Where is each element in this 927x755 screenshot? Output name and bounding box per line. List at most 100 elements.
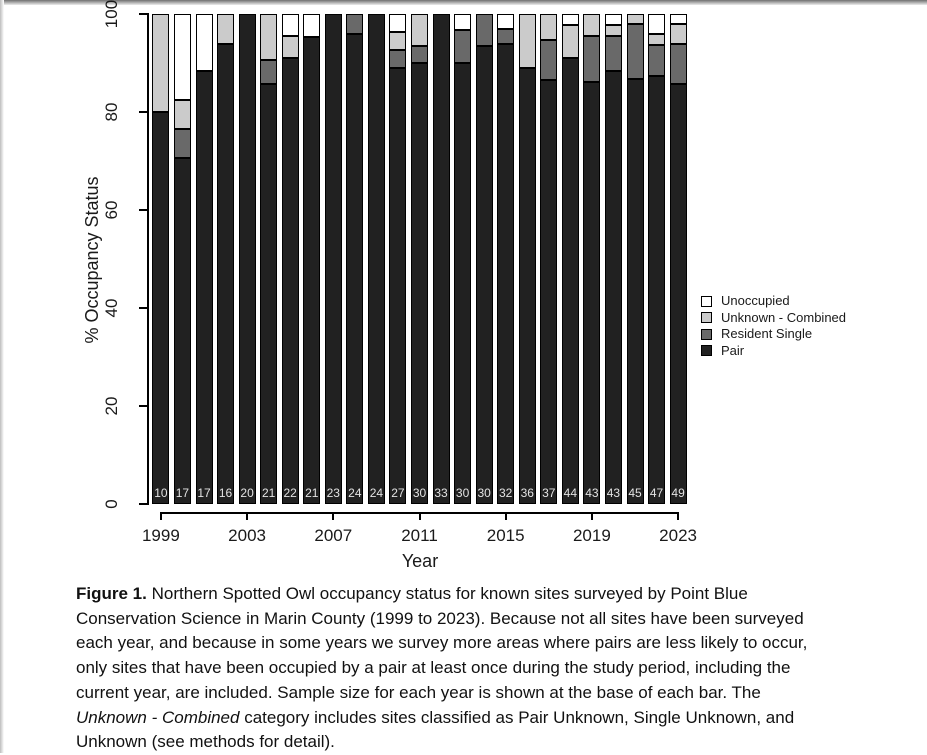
bar-segment-2020-resident-single: [604, 36, 622, 71]
sample-size-label-2003: 20: [240, 486, 254, 500]
legend-item-unknown-combined: Unknown - Combined: [701, 309, 847, 325]
bar-segment-2000-unoccupied: [173, 13, 191, 101]
sample-size-label-1999: 10: [154, 486, 168, 500]
x-tick-2011: [418, 512, 421, 520]
sample-size-label-2008: 24: [348, 486, 362, 500]
sample-size-label-2013: 30: [455, 486, 470, 500]
legend-swatch-unoccupied: [701, 295, 712, 307]
sample-size-label-2001: 17: [197, 486, 211, 500]
sample-size-label-2000: 17: [175, 486, 190, 500]
bar-segment-2017-unknown-combined: [540, 13, 558, 40]
y-tick-0: [139, 503, 147, 505]
bar-segment-2022-unknown-combined: [648, 34, 666, 45]
bar-segment-2015-resident-single: [497, 28, 515, 45]
x-tick-2007: [332, 512, 335, 520]
caption-line-5: current year, are included. Sample size …: [76, 681, 921, 706]
legend-label-pair: Pair: [721, 342, 745, 358]
x-tick-2023: [677, 512, 680, 520]
sample-size-label-2018: 44: [563, 486, 578, 500]
bar-segment-2017-resident-single: [540, 40, 558, 80]
bar-segment-2008-pair: [346, 33, 364, 504]
bar-segment-2011-resident-single: [411, 46, 428, 63]
bar-segment-2013-unoccupied: [454, 13, 472, 30]
bar-segment-2022-pair: [648, 76, 666, 504]
x-tick-2019: [590, 512, 593, 520]
caption-text-italic: Unknown - Combined: [76, 707, 240, 727]
bar-segment-2013-pair: [454, 62, 472, 504]
bar-segment-2007-pair: [324, 13, 342, 504]
bar-segment-2023-resident-single: [669, 43, 687, 84]
x-axis-title: Year: [401, 551, 439, 571]
x-tick-label-2019: 2019: [572, 526, 611, 545]
y-tick-100: [139, 12, 147, 15]
sample-size-label-2017: 37: [542, 486, 556, 500]
bar-segment-2016-pair: [518, 68, 536, 504]
caption-text-normal: Conservation Science in Marin County (19…: [76, 608, 804, 628]
caption-text-normal: current year, are included. Sample size …: [76, 682, 761, 702]
bar-segment-2005-unoccupied: [281, 13, 299, 36]
caption-text-normal: each year, and because in some years we …: [76, 633, 808, 653]
bar-segment-2020-unknown-combined: [604, 24, 622, 37]
legend: Unoccupied Unknown - Combined Resident Sin…: [701, 293, 847, 361]
bar-segment-2011-pair: [411, 62, 428, 504]
y-tick-label-80: 80: [102, 102, 121, 122]
bar-segment-2000-unknown-combined: [173, 100, 191, 129]
legend-item-pair: Pair: [701, 342, 846, 358]
bar-segment-2023-unknown-combined: [669, 23, 687, 44]
caption-line-3: each year, and because in some years we …: [76, 631, 921, 656]
bar-segment-2006-unoccupied: [303, 13, 321, 37]
sample-size-label-2010: 27: [391, 486, 405, 500]
bar-segment-2020-unoccupied: [604, 13, 622, 25]
bar-segment-2022-resident-single: [648, 44, 666, 77]
legend-swatch-unknown-combined: [701, 312, 712, 323]
y-tick-label-100: 100: [102, 0, 121, 28]
bar-segment-2010-resident-single: [389, 49, 407, 68]
sample-size-label-2015: 32: [499, 486, 513, 500]
bar-segment-2021-pair: [626, 78, 644, 504]
sample-size-label-2005: 22: [283, 486, 297, 500]
sample-size-label-2022: 47: [649, 486, 664, 500]
y-tick-label-60: 60: [102, 200, 121, 220]
sample-size-label-2019: 43: [585, 486, 599, 500]
x-tick-label-1999: 1999: [141, 526, 180, 545]
legend-label-resident-single: Resident Single: [721, 326, 813, 341]
bar-segment-1999-unknown-combined: [152, 13, 170, 112]
bar-segment-2009-pair: [367, 13, 385, 504]
bar-segment-2003-pair: [238, 13, 256, 504]
bar-segment-2008-resident-single: [346, 13, 364, 34]
y-tick-label-0: 0: [102, 499, 121, 509]
bar-segment-2014-resident-single: [475, 13, 493, 47]
legend-swatch-resident-single: [701, 328, 712, 340]
y-tick-40: [139, 306, 147, 309]
legend-label-unknown-combined: Unknown - Combined: [721, 309, 847, 325]
sample-size-label-2012: 33: [434, 486, 448, 500]
bar-segment-2010-unoccupied: [389, 13, 407, 32]
bar-segment-2011-unknown-combined: [411, 13, 428, 47]
bar-segment-2004-resident-single: [260, 60, 278, 84]
bar-segment-2000-resident-single: [173, 128, 191, 158]
bar-segment-2018-unknown-combined: [561, 24, 579, 59]
x-tick-label-2007: 2007: [314, 526, 353, 545]
bar-segment-2002-pair: [217, 44, 235, 504]
bar-segment-2006-pair: [303, 36, 321, 504]
bar-segment-2014-pair: [475, 46, 493, 504]
sample-size-label-2006: 21: [305, 486, 319, 500]
occupancy-chart: % Occupancy Status 0 20 40 60 80 100 10 17 17 16…: [82, 0, 847, 571]
caption-line-1: Figure 1. Northern Spotted Owl occupancy…: [76, 582, 921, 607]
bar-segment-2017-pair: [540, 79, 558, 504]
bar-segment-2019-resident-single: [583, 36, 601, 82]
legend-label-unoccupied: Unoccupied: [721, 293, 790, 308]
caption-line-2: Conservation Science in Marin County (19…: [76, 607, 921, 632]
bar-segment-2018-pair: [561, 58, 579, 504]
x-tick-label-2003: 2003: [228, 526, 266, 545]
bar-segment-2001-pair: [195, 71, 213, 504]
caption-text-normal: only sites that have been occupied by a …: [76, 658, 791, 678]
sample-size-label-2007: 23: [326, 486, 340, 500]
caption-line-4: only sites that have been occupied by a …: [76, 656, 921, 681]
bar-segment-2010-pair: [389, 68, 407, 504]
figure-caption: Figure 1. Northern Spotted Owl occupancy…: [76, 582, 921, 755]
bar-segment-2018-unoccupied: [561, 13, 579, 25]
bar-segment-2022-unoccupied: [648, 13, 666, 35]
bar-segment-1999-pair: [152, 111, 170, 504]
